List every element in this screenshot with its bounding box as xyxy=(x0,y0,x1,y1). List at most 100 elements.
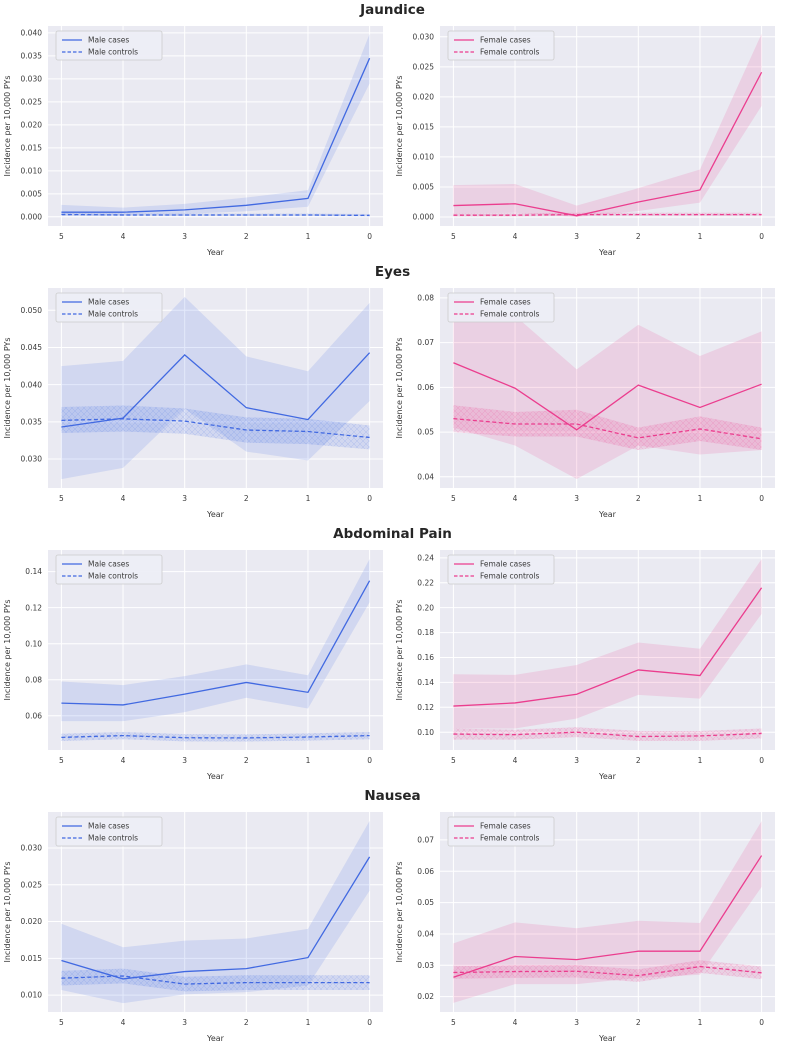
svg-text:Male controls: Male controls xyxy=(88,48,138,57)
svg-text:0.035: 0.035 xyxy=(21,51,43,60)
svg-text:Male controls: Male controls xyxy=(88,310,138,319)
svg-text:0.030: 0.030 xyxy=(21,74,43,83)
svg-text:Female cases: Female cases xyxy=(480,36,531,45)
svg-text:5: 5 xyxy=(59,1018,64,1027)
svg-text:Male cases: Male cases xyxy=(88,36,129,45)
nausea-male-plot: 0.010 0.015 0.020 0.025 0.030 5 4 3 2 1 0 Incidence… xyxy=(3,812,383,1043)
svg-text:0.04: 0.04 xyxy=(417,472,434,481)
svg-text:4: 4 xyxy=(513,494,518,503)
svg-text:Year: Year xyxy=(206,510,225,519)
svg-text:0: 0 xyxy=(759,232,764,241)
svg-text:0.025: 0.025 xyxy=(21,880,43,889)
abdominal-pain-male-plot: 0.06 0.08 0.10 0.12 0.14 5 4 3 2 1 0 Incidence per … xyxy=(3,550,383,781)
chart-eyes-female: 0.04 0.05 0.06 0.07 0.08 5 4 3 2 1 0 Incidence per … xyxy=(392,282,784,522)
svg-text:3: 3 xyxy=(182,494,187,503)
svg-text:0: 0 xyxy=(367,494,372,503)
chart-eyes-male: 0.030 0.035 0.040 0.045 0.050 5 4 3 2 1 0 Incidence… xyxy=(0,282,392,522)
svg-text:0.03: 0.03 xyxy=(417,961,434,970)
svg-text:0.06: 0.06 xyxy=(25,711,42,720)
svg-text:3: 3 xyxy=(182,232,187,241)
svg-text:0: 0 xyxy=(759,1018,764,1027)
svg-text:0.05: 0.05 xyxy=(417,428,434,437)
svg-text:Year: Year xyxy=(598,772,617,781)
svg-text:Female cases: Female cases xyxy=(480,560,531,569)
svg-text:Male cases: Male cases xyxy=(88,298,129,307)
svg-text:4: 4 xyxy=(121,232,126,241)
svg-text:Incidence per 10,000 PYs: Incidence per 10,000 PYs xyxy=(3,75,12,176)
svg-text:0.040: 0.040 xyxy=(21,29,43,38)
svg-text:0.22: 0.22 xyxy=(417,578,434,587)
svg-text:0.16: 0.16 xyxy=(417,653,434,662)
svg-text:2: 2 xyxy=(636,494,641,503)
chart-jaundice-female: 0.000 0.005 0.010 0.015 0.020 0.025 0.030 5 4 3 2 1… xyxy=(392,20,784,260)
svg-text:0.12: 0.12 xyxy=(417,703,434,712)
svg-text:0.14: 0.14 xyxy=(417,678,434,687)
svg-text:5: 5 xyxy=(59,756,64,765)
svg-text:3: 3 xyxy=(574,494,579,503)
svg-text:2: 2 xyxy=(636,232,641,241)
svg-text:0.10: 0.10 xyxy=(25,639,42,648)
svg-text:0.08: 0.08 xyxy=(25,675,42,684)
svg-text:4: 4 xyxy=(513,756,518,765)
svg-text:Female controls: Female controls xyxy=(480,48,539,57)
svg-text:Year: Year xyxy=(206,1034,225,1043)
svg-text:2: 2 xyxy=(636,1018,641,1027)
svg-text:0.010: 0.010 xyxy=(413,153,435,162)
svg-text:5: 5 xyxy=(451,232,456,241)
svg-text:1: 1 xyxy=(698,232,703,241)
svg-text:Female cases: Female cases xyxy=(480,298,531,307)
svg-text:0: 0 xyxy=(367,1018,372,1027)
svg-text:0.05: 0.05 xyxy=(417,898,434,907)
svg-text:0.02: 0.02 xyxy=(417,992,434,1001)
row-eyes: Eyes 0.030 0.035 0.040 0.045 0.050 5 4 3 2 1 0 Inci… xyxy=(0,262,785,524)
svg-text:0.18: 0.18 xyxy=(417,628,434,637)
row-title-jaundice: Jaundice xyxy=(360,2,425,18)
svg-text:5: 5 xyxy=(59,232,64,241)
svg-text:2: 2 xyxy=(244,494,249,503)
svg-text:0: 0 xyxy=(759,494,764,503)
svg-text:1: 1 xyxy=(698,1018,703,1027)
svg-text:Incidence per 10,000 PYs: Incidence per 10,000 PYs xyxy=(3,337,12,438)
svg-text:0.06: 0.06 xyxy=(417,383,434,392)
svg-text:0.030: 0.030 xyxy=(413,32,435,41)
svg-text:5: 5 xyxy=(59,494,64,503)
svg-text:3: 3 xyxy=(182,1018,187,1027)
svg-text:Incidence per 10,000 PYs: Incidence per 10,000 PYs xyxy=(395,337,404,438)
svg-text:1: 1 xyxy=(698,756,703,765)
row-title-eyes: Eyes xyxy=(374,264,411,280)
svg-text:0.005: 0.005 xyxy=(21,189,43,198)
svg-text:Incidence per 10,000 PYs: Incidence per 10,000 PYs xyxy=(3,599,12,700)
svg-text:0.08: 0.08 xyxy=(417,293,434,302)
svg-text:1: 1 xyxy=(306,1018,311,1027)
chart-abdominal-pain-male: 0.06 0.08 0.10 0.12 0.14 5 4 3 2 1 0 Incidence per … xyxy=(0,544,392,784)
svg-text:Year: Year xyxy=(206,248,225,257)
svg-text:4: 4 xyxy=(121,756,126,765)
row-jaundice: Jaundice 0.000 0.005 0.010 0.015 0.020 0.025 0… xyxy=(0,0,785,262)
jaundice-female-plot: 0.000 0.005 0.010 0.015 0.020 0.025 0.030 5 4 3 2 1… xyxy=(395,26,775,257)
chart-abdominal-pain-female: 0.10 0.12 0.14 0.16 0.18 0.20 0.22 0.24 5 4 3 2 1 0 In… xyxy=(392,544,784,784)
svg-text:0.24: 0.24 xyxy=(417,553,434,562)
svg-text:0.20: 0.20 xyxy=(417,603,434,612)
svg-text:Incidence per 10,000 PYs: Incidence per 10,000 PYs xyxy=(395,75,404,176)
svg-text:3: 3 xyxy=(182,756,187,765)
svg-text:Male cases: Male cases xyxy=(88,822,129,831)
svg-text:3: 3 xyxy=(574,1018,579,1027)
svg-text:Female cases: Female cases xyxy=(480,822,531,831)
svg-text:0: 0 xyxy=(367,232,372,241)
svg-text:0.04: 0.04 xyxy=(417,930,434,939)
svg-text:0.045: 0.045 xyxy=(21,343,43,352)
svg-text:Male controls: Male controls xyxy=(88,572,138,581)
svg-text:Year: Year xyxy=(206,772,225,781)
svg-text:1: 1 xyxy=(698,494,703,503)
svg-text:2: 2 xyxy=(636,756,641,765)
svg-text:4: 4 xyxy=(121,494,126,503)
row-title-nausea: Nausea xyxy=(364,788,421,804)
svg-text:2: 2 xyxy=(244,1018,249,1027)
svg-text:Incidence per 10,000 PYs: Incidence per 10,000 PYs xyxy=(395,861,404,962)
svg-text:0.14: 0.14 xyxy=(25,567,42,576)
svg-text:Year: Year xyxy=(598,510,617,519)
svg-text:Incidence per 10,000 PYs: Incidence per 10,000 PYs xyxy=(3,861,12,962)
svg-text:0.010: 0.010 xyxy=(21,991,43,1000)
svg-text:Female controls: Female controls xyxy=(480,834,539,843)
svg-text:0.020: 0.020 xyxy=(21,917,43,926)
